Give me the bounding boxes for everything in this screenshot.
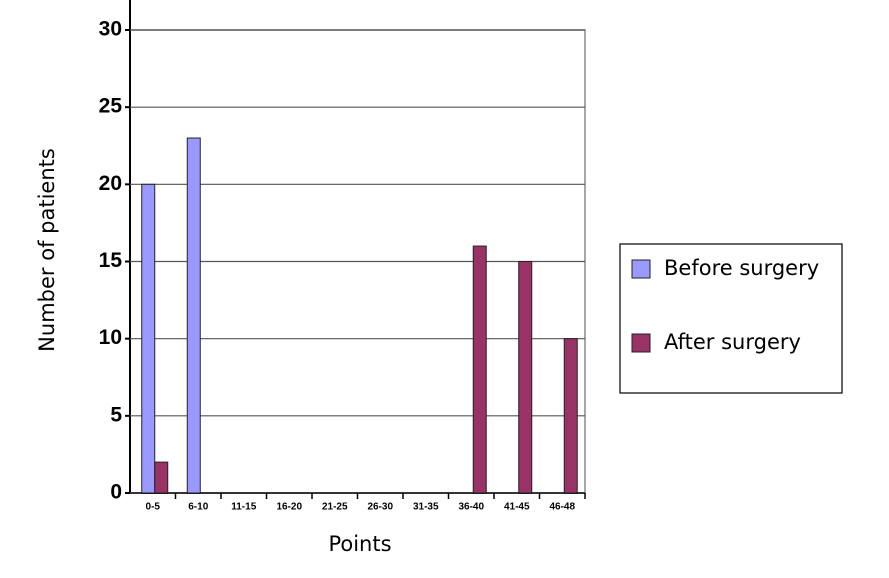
x-tick-label: 21-25 [322, 502, 348, 513]
y-tick-label: 20 [99, 172, 122, 195]
x-tick-label: 11-15 [231, 502, 256, 513]
bar [518, 261, 533, 494]
legend-swatch [631, 259, 651, 279]
x-tick-label: 0-5 [146, 502, 161, 513]
bar [186, 137, 201, 494]
x-tick-label: 6-10 [188, 502, 208, 513]
x-tick-label: 26-30 [367, 502, 393, 513]
y-tick-label: 10 [99, 326, 122, 349]
y-tick-label: 5 [110, 403, 122, 426]
x-axis-label: Points [328, 532, 391, 556]
legend-swatch [631, 333, 651, 353]
bar [563, 338, 578, 494]
y-axis-label: Number of patients [35, 148, 59, 352]
legend-label: After surgery [664, 330, 801, 354]
bar [472, 245, 487, 494]
x-tick-label: 36-40 [458, 502, 484, 513]
bar [141, 183, 156, 494]
y-tick-label: 30 [99, 18, 122, 41]
y-tick-label: 0 [110, 481, 122, 504]
x-tick-label: 16-20 [276, 502, 302, 513]
legend [619, 243, 843, 394]
bar [154, 461, 169, 494]
legend-label: Before surgery [664, 256, 819, 280]
x-tick-label: 41-45 [504, 502, 530, 513]
x-tick-label: 31-35 [413, 502, 439, 513]
x-tick-label: 46-48 [549, 502, 575, 513]
y-tick-label: 25 [99, 95, 123, 118]
y-tick-label: 15 [99, 249, 123, 272]
